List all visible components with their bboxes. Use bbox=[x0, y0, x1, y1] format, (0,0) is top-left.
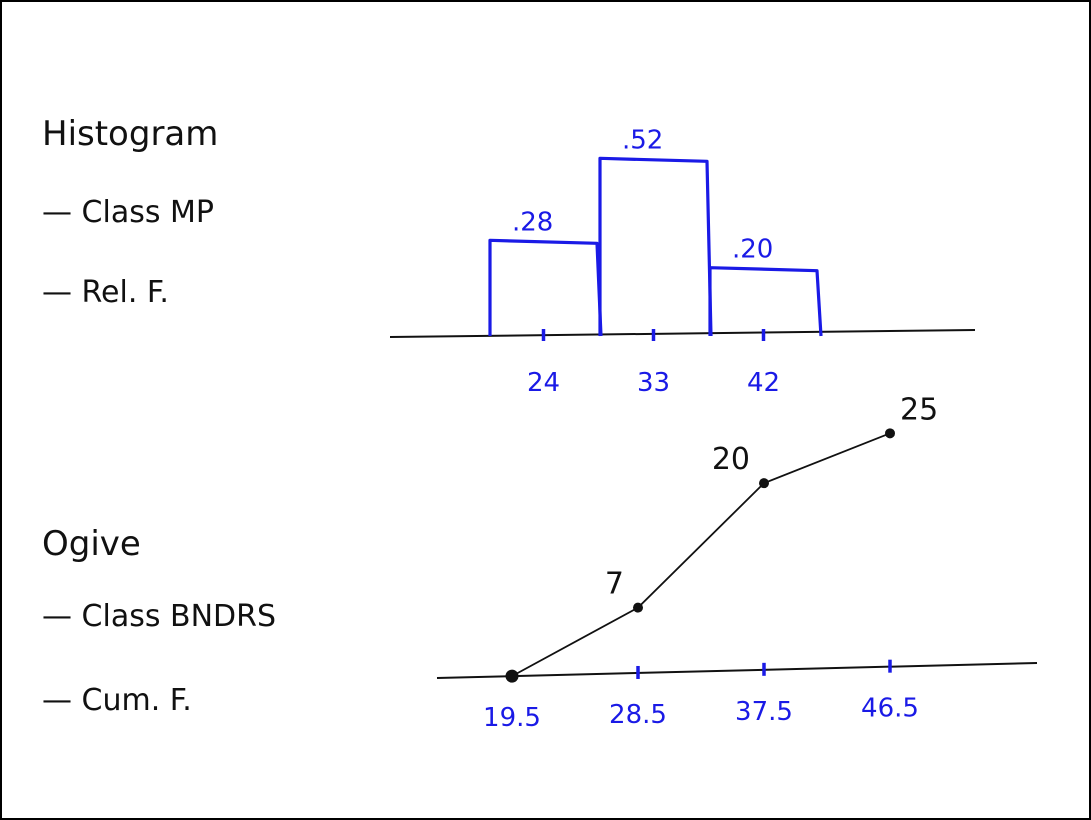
histogram-chart: .28 .52 .20 24 33 42 bbox=[389, 125, 976, 398]
histogram-note-class-mp: — Class MP bbox=[42, 195, 214, 230]
histogram-value-label: .28 bbox=[512, 207, 553, 237]
histogram-bar bbox=[708, 266, 823, 337]
ogive-tick-label: 46.5 bbox=[861, 694, 919, 724]
ogive-title: Ogive bbox=[42, 524, 141, 564]
ogive-point-label: 20 bbox=[712, 442, 750, 477]
ogive-tick-label: 19.5 bbox=[483, 703, 541, 733]
ogive-point bbox=[759, 478, 769, 489]
ogive-point bbox=[885, 428, 895, 439]
ogive-point-label: 25 bbox=[900, 392, 938, 427]
histogram-value-label: .52 bbox=[622, 125, 663, 155]
ogive-tick-label: 28.5 bbox=[609, 700, 667, 730]
histogram-tick-label: 42 bbox=[747, 368, 780, 398]
ogive-point bbox=[505, 669, 519, 683]
ogive-tick-label: 37.5 bbox=[735, 697, 793, 727]
histogram-value-label: .20 bbox=[732, 235, 773, 265]
histogram-baseline bbox=[389, 329, 976, 338]
ogive-line bbox=[511, 432, 891, 677]
ogive-baseline bbox=[436, 662, 1038, 679]
histogram-tick-label: 33 bbox=[637, 368, 670, 398]
histogram-tick-label: 24 bbox=[527, 368, 560, 398]
ogive-note-cum-f: — Cum. F. bbox=[42, 683, 192, 718]
ogive-point bbox=[633, 602, 643, 613]
histogram-bar bbox=[598, 156, 713, 337]
histogram-title: Histogram bbox=[42, 114, 218, 154]
ogive-note-class-bndrs: — Class BNDRS bbox=[42, 599, 276, 634]
ogive-point-label: 7 bbox=[605, 567, 624, 602]
ogive-chart: 19.5 28.5 37.5 46.5 7 20 25 bbox=[436, 392, 1038, 733]
histogram-note-rel-f: — Rel. F. bbox=[42, 275, 169, 310]
